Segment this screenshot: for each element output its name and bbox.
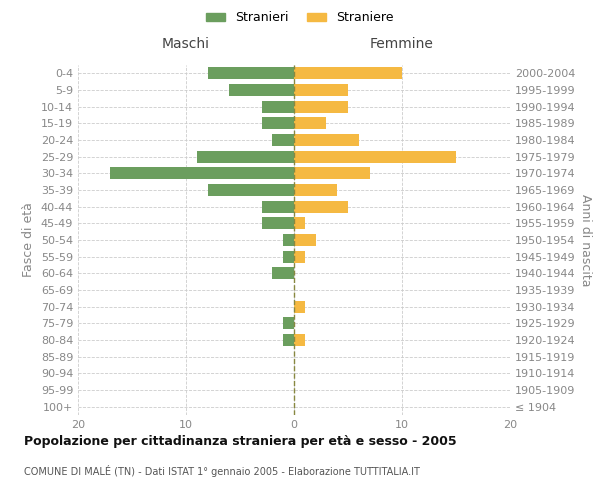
Bar (294, 168, 370, 179)
Bar (294, 118, 326, 130)
Bar (262, 218, 294, 230)
Text: Popolazione per cittadinanza straniera per età e sesso - 2005: Popolazione per cittadinanza straniera p… (24, 435, 457, 448)
Bar (283, 234, 294, 246)
Bar (283, 334, 294, 346)
Bar (294, 100, 348, 112)
Text: Maschi: Maschi (162, 37, 210, 51)
Bar (262, 200, 294, 212)
Y-axis label: Anni di nascita: Anni di nascita (579, 194, 592, 286)
Bar (294, 150, 456, 162)
Text: Femmine: Femmine (370, 37, 434, 51)
Bar (110, 168, 294, 179)
Bar (294, 218, 305, 230)
Bar (294, 200, 348, 212)
Bar (294, 184, 337, 196)
Bar (294, 68, 402, 80)
Bar (294, 250, 305, 262)
Bar (272, 268, 294, 280)
Bar (294, 84, 348, 96)
Bar (208, 68, 294, 80)
Bar (294, 134, 359, 146)
Bar (283, 318, 294, 330)
Bar (272, 134, 294, 146)
Bar (294, 300, 305, 312)
Bar (208, 184, 294, 196)
Bar (283, 250, 294, 262)
Legend: Stranieri, Straniere: Stranieri, Straniere (202, 6, 398, 29)
Bar (262, 100, 294, 112)
Bar (229, 84, 294, 96)
Bar (294, 234, 316, 246)
Bar (294, 334, 305, 346)
Text: COMUNE DI MALÉ (TN) - Dati ISTAT 1° gennaio 2005 - Elaborazione TUTTITALIA.IT: COMUNE DI MALÉ (TN) - Dati ISTAT 1° genn… (24, 465, 420, 477)
Bar (197, 150, 294, 162)
Bar (262, 118, 294, 130)
Y-axis label: Fasce di età: Fasce di età (22, 202, 35, 278)
